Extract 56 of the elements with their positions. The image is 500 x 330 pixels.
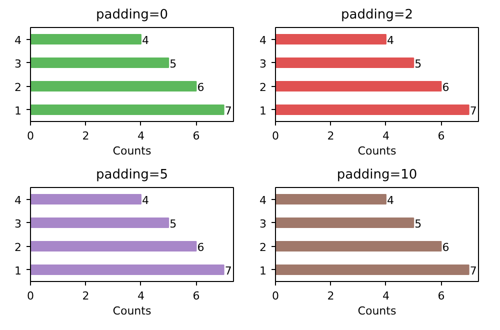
y-tick-label: 3 — [14, 217, 22, 230]
y-tick-label: 4 — [14, 34, 22, 47]
x-tick-label: 4 — [382, 130, 390, 142]
x-tick-label: 4 — [137, 290, 144, 302]
y-tick-label: 2 — [260, 240, 266, 254]
data-label: 5 — [170, 57, 177, 70]
y-tick-label: 3 — [260, 57, 266, 70]
data-label: 6 — [442, 80, 450, 94]
x-tick-label: 2 — [327, 290, 334, 302]
data-label: 4 — [386, 34, 394, 47]
x-tick-label: 2 — [82, 290, 90, 302]
chart-title: padding=0 — [96, 8, 168, 22]
x-axis-title: Counts — [358, 304, 396, 318]
data-label: 5 — [414, 57, 422, 70]
x-tick-label: 6 — [192, 130, 200, 142]
x-tick-label: 0 — [272, 290, 279, 302]
y-tick-label: 2 — [14, 80, 22, 94]
x-tick-label: 4 — [137, 130, 144, 142]
x-tick-label: 2 — [327, 130, 334, 142]
y-tick-label: 1 — [14, 264, 22, 278]
x-tick-label: 4 — [382, 290, 390, 302]
data-label: 5 — [170, 217, 177, 230]
data-label: 6 — [197, 80, 204, 94]
x-axis-title: Counts — [112, 304, 152, 318]
x-axis-title: Counts — [112, 144, 152, 158]
y-tick-label: 4 — [14, 194, 22, 207]
x-tick-label: 6 — [438, 130, 445, 142]
y-tick-label: 1 — [260, 104, 266, 118]
data-label: 4 — [386, 194, 394, 207]
x-tick-label: 0 — [272, 130, 279, 142]
data-label: 7 — [470, 104, 477, 118]
x-tick-label: 2 — [82, 130, 90, 142]
y-tick-label: 1 — [14, 104, 22, 118]
data-label: 7 — [470, 264, 477, 278]
y-tick-label: 4 — [260, 194, 266, 207]
chart-title: padding=2 — [341, 8, 414, 22]
data-label: 6 — [197, 240, 204, 254]
data-label: 4 — [142, 34, 149, 47]
y-tick-label: 3 — [260, 217, 266, 230]
y-tick-label: 3 — [14, 57, 22, 70]
data-label: 4 — [142, 194, 149, 207]
chart-title: padding=10 — [336, 168, 418, 182]
x-tick-label: 0 — [27, 130, 34, 142]
x-axis-title: Counts — [358, 144, 396, 158]
data-label: 7 — [224, 104, 232, 118]
y-tick-label: 1 — [260, 264, 266, 278]
y-tick-label: 4 — [260, 34, 266, 47]
y-tick-label: 2 — [14, 240, 22, 254]
data-label: 6 — [442, 240, 450, 254]
x-tick-label: 6 — [438, 290, 445, 302]
x-tick-label: 6 — [192, 290, 200, 302]
data-label: 5 — [414, 217, 422, 230]
data-label: 7 — [224, 264, 232, 278]
x-tick-label: 0 — [27, 290, 34, 302]
y-tick-label: 2 — [260, 80, 266, 94]
chart-title: padding=5 — [96, 168, 168, 182]
